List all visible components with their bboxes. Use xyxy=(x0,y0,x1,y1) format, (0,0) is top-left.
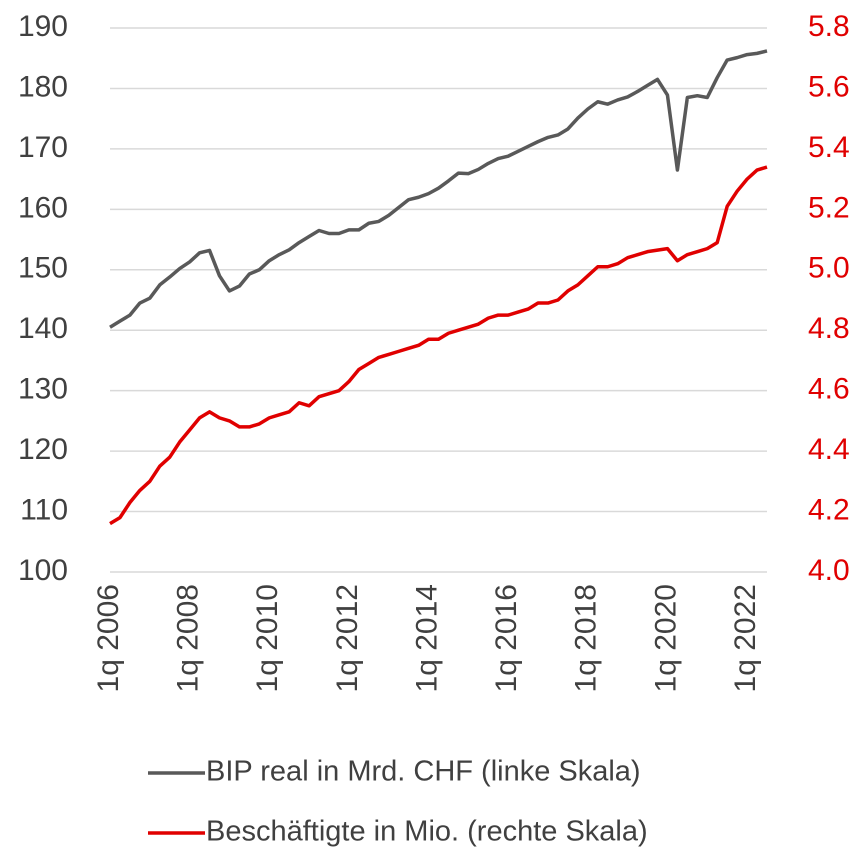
series-line xyxy=(109,49,768,329)
x-tick-label: 1q 2018 xyxy=(570,584,603,692)
y-tick-label: 120 xyxy=(18,433,68,466)
y-tick-label: 160 xyxy=(18,191,68,224)
x-tick-label: 1q 2012 xyxy=(331,584,364,692)
series-line xyxy=(109,165,768,526)
legend-label: BIP real in Mrd. CHF (linke Skala) xyxy=(206,756,641,788)
y2-tick-label: 5.2 xyxy=(808,191,850,224)
y-tick-label: 150 xyxy=(18,252,68,285)
y2-tick-label: 5.0 xyxy=(808,252,850,285)
y-tick-label: 100 xyxy=(18,554,68,587)
x-tick-label: 1q 2008 xyxy=(172,584,205,692)
x-tick-label: 1q 2006 xyxy=(92,584,125,692)
x-tick-label: 1q 2014 xyxy=(410,584,443,692)
x-tick-label: 1q 2016 xyxy=(490,584,523,692)
y-tick-label: 180 xyxy=(18,70,68,103)
y-tick-label: 130 xyxy=(18,373,68,406)
x-tick-label: 1q 2022 xyxy=(729,584,762,692)
y2-tick-label: 5.4 xyxy=(808,131,850,164)
x-tick-label: 1q 2010 xyxy=(251,584,284,692)
y-tick-label: 190 xyxy=(18,10,68,43)
y-tick-label: 170 xyxy=(18,131,68,164)
y-tick-label: 110 xyxy=(20,493,68,526)
y2-tick-label: 5.6 xyxy=(808,70,850,103)
legend-label: Beschäftigte in Mio. (rechte Skala) xyxy=(206,816,648,848)
y2-tick-label: 4.2 xyxy=(808,493,850,526)
y2-tick-label: 5.8 xyxy=(808,10,850,43)
y2-tick-label: 4.8 xyxy=(808,312,850,345)
y2-tick-label: 4.6 xyxy=(808,373,850,406)
y-tick-label: 140 xyxy=(18,312,68,345)
y2-tick-label: 4.4 xyxy=(808,433,850,466)
y2-tick-label: 4.0 xyxy=(808,554,850,587)
x-tick-label: 1q 2020 xyxy=(649,584,682,692)
